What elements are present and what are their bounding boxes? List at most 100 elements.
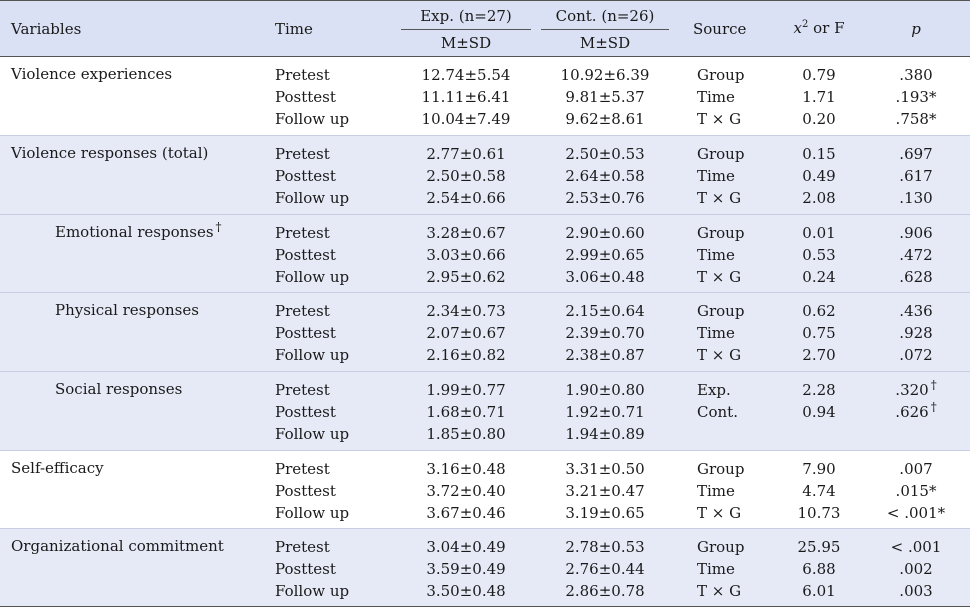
table-row: Follow up 2.54±0.66 2.53±0.76 T × G 2.08… <box>0 187 970 209</box>
cell-p: .472 <box>899 246 933 264</box>
cell-exp: 2.77±0.61 <box>426 145 506 163</box>
table-row: Posttest 3.03±0.66 2.99±0.65 Time 0.53 .… <box>0 244 970 266</box>
cell-stat: 0.94 <box>802 403 836 421</box>
header-variables: Variables <box>11 20 82 38</box>
cell-cont: 2.86±0.78 <box>565 582 645 600</box>
cell-source: T × G <box>697 346 742 364</box>
cell-stat: 6.88 <box>802 560 836 578</box>
cell-cont: 2.99±0.65 <box>565 246 645 264</box>
cell-source: Group <box>697 302 745 320</box>
cell-p: .002 <box>899 560 933 578</box>
cell-cont: 2.39±0.70 <box>565 324 645 342</box>
cell-cont: 2.76±0.44 <box>565 560 645 578</box>
cell-cont: 2.90±0.60 <box>565 224 645 242</box>
cell-stat: 0.24 <box>802 268 836 286</box>
cell-stat: 0.49 <box>802 167 836 185</box>
cell-source: Group <box>697 538 745 556</box>
table-row: Pretest 3.28±0.67 2.90±0.60 Group 0.01 .… <box>0 222 970 244</box>
cell-cont: 1.92±0.71 <box>565 403 645 421</box>
dagger-mark: † <box>215 220 222 234</box>
cell-source: T × G <box>697 504 742 522</box>
cell-source: Time <box>697 324 735 342</box>
cell-cont: 10.92±6.39 <box>560 66 650 84</box>
cell-p: .072 <box>899 346 933 364</box>
cell-exp: 3.67±0.46 <box>426 504 506 522</box>
cell-source: Time <box>697 167 735 185</box>
cell-time: Posttest <box>275 482 336 500</box>
cell-cont: 3.19±0.65 <box>565 504 645 522</box>
header-cont-group: Cont. (n=26) <box>555 7 655 25</box>
group-organizational-commitment: Organizational commitment Pretest 3.04±0… <box>0 529 970 607</box>
cell-exp: 3.03±0.66 <box>426 246 506 264</box>
cell-exp: 3.16±0.48 <box>426 460 506 478</box>
table-row: Pretest 3.16±0.48 3.31±0.50 Group 7.90 .… <box>0 458 970 480</box>
cell-source: T × G <box>697 110 742 128</box>
cell-p: .628 <box>899 268 933 286</box>
group-physical-responses: Physical responses Pretest 2.34±0.73 2.1… <box>0 293 970 372</box>
cell-source: Group <box>697 224 745 242</box>
table-row: Pretest 2.34±0.73 2.15±0.64 Group 0.62 .… <box>0 300 970 322</box>
cell-p: .193* <box>895 88 937 106</box>
table-row: Posttest 2.50±0.58 2.64±0.58 Time 0.49 .… <box>0 165 970 187</box>
cell-stat: 10.73 <box>797 504 841 522</box>
cell-cont: 1.90±0.80 <box>565 381 645 399</box>
cell-stat: 0.75 <box>802 324 836 342</box>
cell-cont: 2.78±0.53 <box>565 538 645 556</box>
cell-stat: 0.79 <box>802 66 836 84</box>
cell-p: .758* <box>895 110 937 128</box>
cell-cont: 2.50±0.53 <box>565 145 645 163</box>
cell-stat: 6.01 <box>802 582 836 600</box>
header-source: Source <box>693 20 747 38</box>
variable-label: Social responses <box>55 380 183 398</box>
cell-p: .130 <box>899 189 933 207</box>
cell-p: .380 <box>899 66 933 84</box>
table-row: Pretest 2.77±0.61 2.50±0.53 Group 0.15 .… <box>0 143 970 165</box>
cell-stat: 0.62 <box>802 302 836 320</box>
cell-source: Group <box>697 460 745 478</box>
cell-source: Cont. <box>697 403 738 421</box>
group-violence-experiences: Violence experiences Pretest 12.74±5.54 … <box>0 57 970 136</box>
cell-cont: 9.62±8.61 <box>565 110 645 128</box>
group-social-responses: Social responses Pretest 1.99±0.77 1.90±… <box>0 372 970 451</box>
cell-time: Posttest <box>275 167 336 185</box>
cell-time: Pretest <box>275 538 330 556</box>
cell-source: Exp. <box>697 381 731 399</box>
cell-exp: 12.74±5.54 <box>421 66 511 84</box>
cell-cont: 2.64±0.58 <box>565 167 645 185</box>
table-row: Pretest 12.74±5.54 10.92±6.39 Group 0.79… <box>0 64 970 86</box>
cell-time: Posttest <box>275 560 336 578</box>
cell-time: Posttest <box>275 324 336 342</box>
header-cont-msd: M±SD <box>579 34 631 52</box>
header-exp-group: Exp. (n=27) <box>420 7 512 25</box>
cell-p: .626 † <box>884 400 948 424</box>
cell-p: < .001* <box>886 504 946 522</box>
cell-stat: 1.71 <box>802 88 836 106</box>
header-statistic: x2 or F <box>785 19 853 37</box>
cell-cont: 2.15±0.64 <box>565 302 645 320</box>
table-row: Follow up 3.50±0.48 2.86±0.78 T × G 6.01… <box>0 580 970 602</box>
cell-p: .320 † <box>884 378 948 402</box>
cell-cont: 3.21±0.47 <box>565 482 645 500</box>
cell-cont: 2.53±0.76 <box>565 189 645 207</box>
group-violence-responses-total: Violence responses (total) Pretest 2.77±… <box>0 136 970 215</box>
cell-stat: 2.08 <box>802 189 836 207</box>
cell-time: Pretest <box>275 302 330 320</box>
variable-label: Violence responses (total) <box>11 144 209 162</box>
cell-p: < .001 <box>890 538 942 556</box>
cell-exp: 1.99±0.77 <box>426 381 506 399</box>
cell-cont: 9.81±5.37 <box>565 88 645 106</box>
cell-time: Follow up <box>275 346 350 364</box>
variable-label-text: Emotional responses <box>55 223 214 241</box>
cell-cont: 3.31±0.50 <box>565 460 645 478</box>
cell-exp: 2.50±0.58 <box>426 167 506 185</box>
cell-time: Follow up <box>275 268 350 286</box>
cell-stat: 0.20 <box>802 110 836 128</box>
cell-time: Follow up <box>275 582 350 600</box>
cell-time: Pretest <box>275 145 330 163</box>
cell-stat: 7.90 <box>802 460 836 478</box>
cell-source: T × G <box>697 582 742 600</box>
cell-source: Time <box>697 88 735 106</box>
cell-time: Follow up <box>275 189 350 207</box>
table-row: Posttest 3.72±0.40 3.21±0.47 Time 4.74 .… <box>0 480 970 502</box>
cell-exp: 1.85±0.80 <box>426 425 506 443</box>
